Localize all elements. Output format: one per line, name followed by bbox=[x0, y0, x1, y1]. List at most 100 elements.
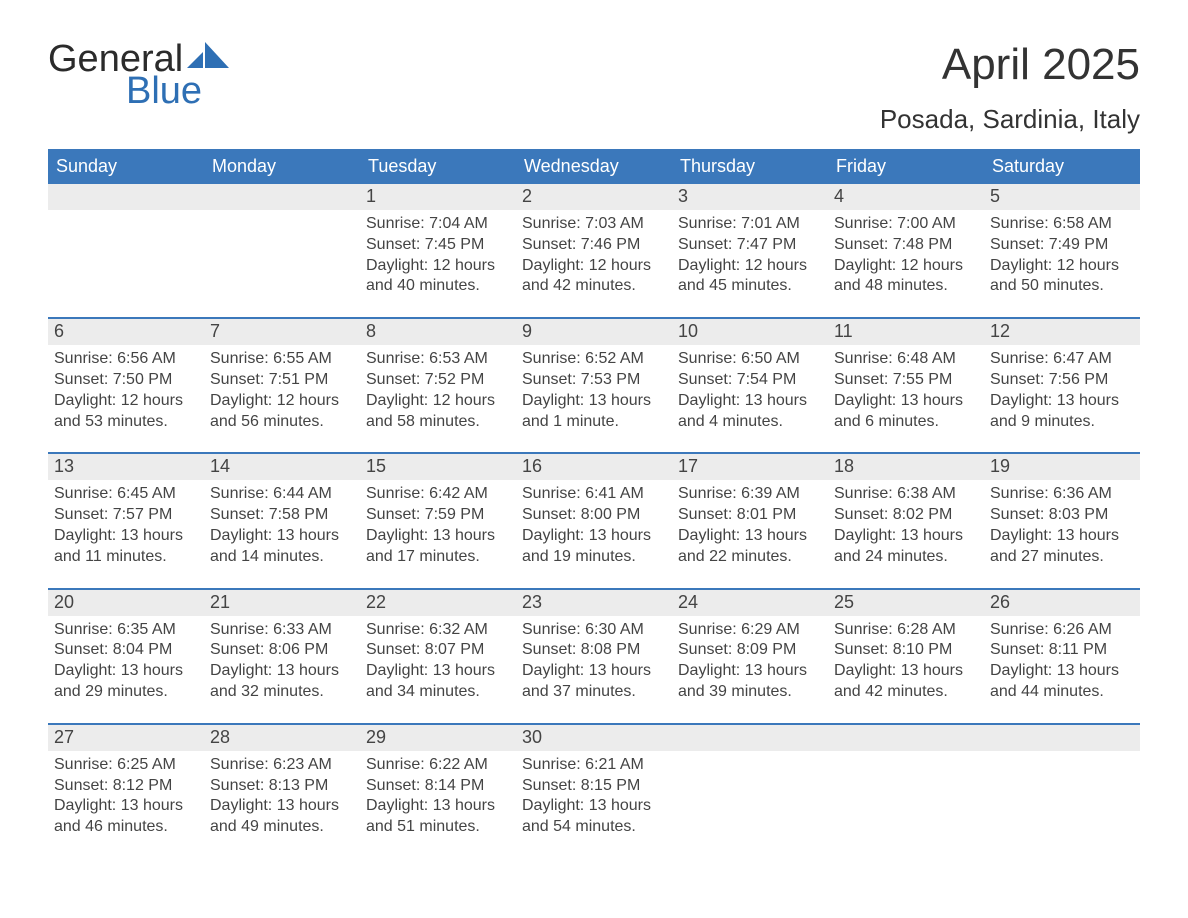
logo: General Blue bbox=[48, 40, 229, 110]
day-sunset: Sunset: 7:55 PM bbox=[834, 370, 978, 391]
day-body: Sunrise: 7:01 AMSunset: 7:47 PMDaylight:… bbox=[672, 210, 828, 297]
day-daylight1: Daylight: 13 hours bbox=[678, 661, 822, 682]
day-sunrise: Sunrise: 6:39 AM bbox=[678, 484, 822, 505]
day-daylight2: and 54 minutes. bbox=[522, 817, 666, 838]
day-daylight2: and 39 minutes. bbox=[678, 682, 822, 703]
day-number: 4 bbox=[828, 184, 984, 210]
day-body: Sunrise: 6:21 AMSunset: 8:15 PMDaylight:… bbox=[516, 751, 672, 838]
day-number: 30 bbox=[516, 725, 672, 751]
day-daylight1: Daylight: 12 hours bbox=[834, 256, 978, 277]
day-daylight2: and 49 minutes. bbox=[210, 817, 354, 838]
day-number: 5 bbox=[984, 184, 1140, 210]
day-sunrise: Sunrise: 6:44 AM bbox=[210, 484, 354, 505]
day-sunset: Sunset: 8:02 PM bbox=[834, 505, 978, 526]
day-sunset: Sunset: 7:46 PM bbox=[522, 235, 666, 256]
day-number: 8 bbox=[360, 319, 516, 345]
day-cell: 24Sunrise: 6:29 AMSunset: 8:09 PMDayligh… bbox=[672, 590, 828, 709]
day-number: 1 bbox=[360, 184, 516, 210]
day-daylight1: Daylight: 13 hours bbox=[834, 526, 978, 547]
day-daylight1: Daylight: 13 hours bbox=[54, 661, 198, 682]
day-sunset: Sunset: 8:06 PM bbox=[210, 640, 354, 661]
day-sunrise: Sunrise: 6:36 AM bbox=[990, 484, 1134, 505]
day-number: 20 bbox=[48, 590, 204, 616]
day-body: Sunrise: 6:35 AMSunset: 8:04 PMDaylight:… bbox=[48, 616, 204, 703]
day-sunset: Sunset: 7:45 PM bbox=[366, 235, 510, 256]
day-sunrise: Sunrise: 6:25 AM bbox=[54, 755, 198, 776]
day-number: 29 bbox=[360, 725, 516, 751]
day-sunrise: Sunrise: 6:56 AM bbox=[54, 349, 198, 370]
day-sunrise: Sunrise: 6:47 AM bbox=[990, 349, 1134, 370]
day-body: Sunrise: 6:42 AMSunset: 7:59 PMDaylight:… bbox=[360, 480, 516, 567]
day-daylight2: and 1 minute. bbox=[522, 412, 666, 433]
day-number: 23 bbox=[516, 590, 672, 616]
day-cell: 20Sunrise: 6:35 AMSunset: 8:04 PMDayligh… bbox=[48, 590, 204, 709]
day-sunrise: Sunrise: 6:21 AM bbox=[522, 755, 666, 776]
day-daylight1: Daylight: 12 hours bbox=[522, 256, 666, 277]
day-number: 21 bbox=[204, 590, 360, 616]
week-row: 27Sunrise: 6:25 AMSunset: 8:12 PMDayligh… bbox=[48, 723, 1140, 844]
day-sunrise: Sunrise: 6:23 AM bbox=[210, 755, 354, 776]
day-body: Sunrise: 7:00 AMSunset: 7:48 PMDaylight:… bbox=[828, 210, 984, 297]
day-daylight2: and 56 minutes. bbox=[210, 412, 354, 433]
day-daylight1: Daylight: 13 hours bbox=[990, 661, 1134, 682]
day-sunset: Sunset: 8:08 PM bbox=[522, 640, 666, 661]
day-number: 25 bbox=[828, 590, 984, 616]
day-sunrise: Sunrise: 6:42 AM bbox=[366, 484, 510, 505]
day-number: 28 bbox=[204, 725, 360, 751]
day-daylight2: and 9 minutes. bbox=[990, 412, 1134, 433]
weeks-container: 1Sunrise: 7:04 AMSunset: 7:45 PMDaylight… bbox=[48, 184, 1140, 844]
day-cell bbox=[204, 184, 360, 303]
day-cell: 18Sunrise: 6:38 AMSunset: 8:02 PMDayligh… bbox=[828, 454, 984, 573]
day-cell: 19Sunrise: 6:36 AMSunset: 8:03 PMDayligh… bbox=[984, 454, 1140, 573]
calendar: Sunday Monday Tuesday Wednesday Thursday… bbox=[48, 149, 1140, 844]
day-sunset: Sunset: 8:07 PM bbox=[366, 640, 510, 661]
day-sunrise: Sunrise: 6:45 AM bbox=[54, 484, 198, 505]
day-number bbox=[672, 725, 828, 751]
day-daylight2: and 42 minutes. bbox=[834, 682, 978, 703]
day-cell: 13Sunrise: 6:45 AMSunset: 7:57 PMDayligh… bbox=[48, 454, 204, 573]
day-daylight1: Daylight: 12 hours bbox=[678, 256, 822, 277]
day-cell: 9Sunrise: 6:52 AMSunset: 7:53 PMDaylight… bbox=[516, 319, 672, 438]
day-cell: 14Sunrise: 6:44 AMSunset: 7:58 PMDayligh… bbox=[204, 454, 360, 573]
day-number: 3 bbox=[672, 184, 828, 210]
day-daylight1: Daylight: 12 hours bbox=[366, 256, 510, 277]
day-sunset: Sunset: 8:15 PM bbox=[522, 776, 666, 797]
day-daylight2: and 32 minutes. bbox=[210, 682, 354, 703]
weekday-header: Wednesday bbox=[516, 156, 672, 177]
day-sunset: Sunset: 7:47 PM bbox=[678, 235, 822, 256]
day-body: Sunrise: 6:56 AMSunset: 7:50 PMDaylight:… bbox=[48, 345, 204, 432]
day-sunset: Sunset: 7:58 PM bbox=[210, 505, 354, 526]
day-cell: 15Sunrise: 6:42 AMSunset: 7:59 PMDayligh… bbox=[360, 454, 516, 573]
day-sunset: Sunset: 7:53 PM bbox=[522, 370, 666, 391]
day-cell: 17Sunrise: 6:39 AMSunset: 8:01 PMDayligh… bbox=[672, 454, 828, 573]
day-cell bbox=[672, 725, 828, 844]
day-daylight2: and 42 minutes. bbox=[522, 276, 666, 297]
day-cell bbox=[984, 725, 1140, 844]
day-daylight2: and 58 minutes. bbox=[366, 412, 510, 433]
day-number: 6 bbox=[48, 319, 204, 345]
day-cell: 27Sunrise: 6:25 AMSunset: 8:12 PMDayligh… bbox=[48, 725, 204, 844]
day-daylight2: and 40 minutes. bbox=[366, 276, 510, 297]
weekday-header: Sunday bbox=[48, 156, 204, 177]
location: Posada, Sardinia, Italy bbox=[880, 104, 1140, 135]
day-body: Sunrise: 6:55 AMSunset: 7:51 PMDaylight:… bbox=[204, 345, 360, 432]
logo-flag-icon bbox=[187, 42, 229, 72]
day-cell: 29Sunrise: 6:22 AMSunset: 8:14 PMDayligh… bbox=[360, 725, 516, 844]
day-cell: 22Sunrise: 6:32 AMSunset: 8:07 PMDayligh… bbox=[360, 590, 516, 709]
day-sunset: Sunset: 7:56 PM bbox=[990, 370, 1134, 391]
day-body: Sunrise: 6:36 AMSunset: 8:03 PMDaylight:… bbox=[984, 480, 1140, 567]
day-daylight1: Daylight: 13 hours bbox=[990, 391, 1134, 412]
day-daylight1: Daylight: 12 hours bbox=[210, 391, 354, 412]
day-sunrise: Sunrise: 6:35 AM bbox=[54, 620, 198, 641]
day-cell bbox=[48, 184, 204, 303]
day-sunset: Sunset: 8:00 PM bbox=[522, 505, 666, 526]
day-body: Sunrise: 6:32 AMSunset: 8:07 PMDaylight:… bbox=[360, 616, 516, 703]
day-number: 9 bbox=[516, 319, 672, 345]
day-number: 13 bbox=[48, 454, 204, 480]
day-number bbox=[984, 725, 1140, 751]
day-number: 17 bbox=[672, 454, 828, 480]
weekday-header: Saturday bbox=[984, 156, 1140, 177]
day-cell: 30Sunrise: 6:21 AMSunset: 8:15 PMDayligh… bbox=[516, 725, 672, 844]
day-cell: 12Sunrise: 6:47 AMSunset: 7:56 PMDayligh… bbox=[984, 319, 1140, 438]
day-daylight1: Daylight: 12 hours bbox=[990, 256, 1134, 277]
